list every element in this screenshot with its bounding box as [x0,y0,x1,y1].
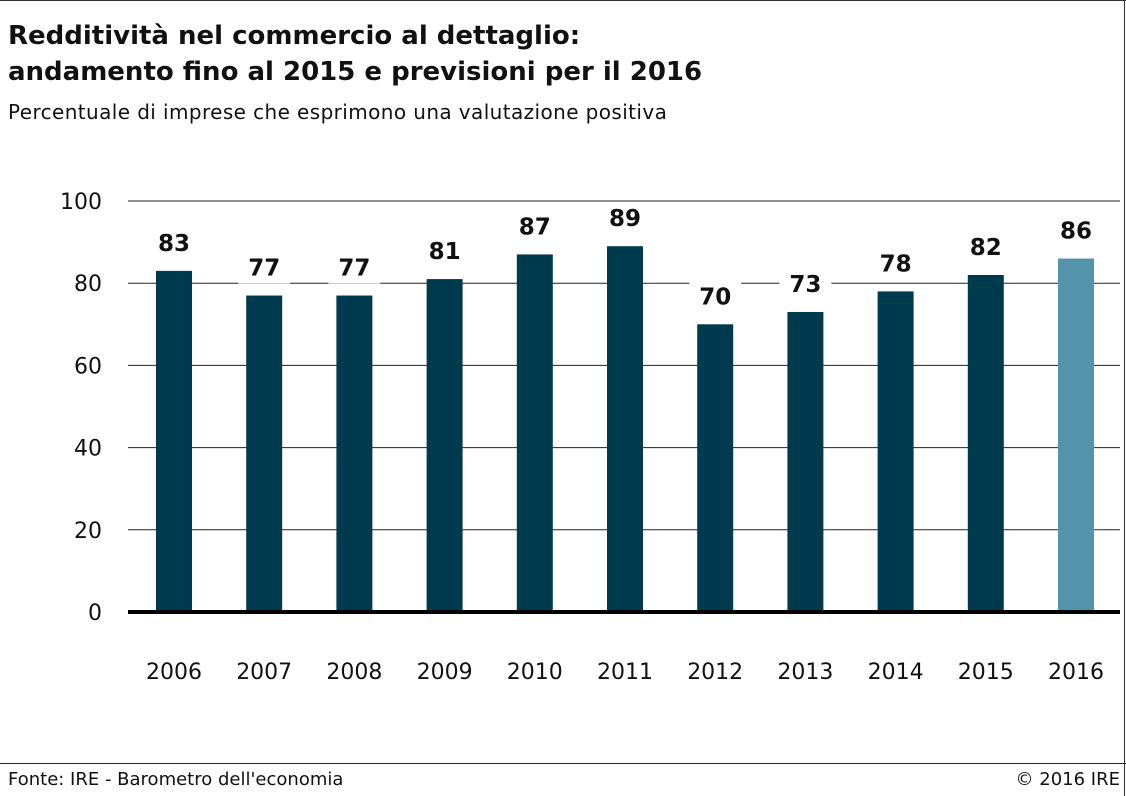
y-tick-label: 100 [60,190,102,215]
footer-divider [0,763,1126,764]
chart-title-line-2: andamento fino al 2015 e previsioni per … [8,57,703,87]
data-label-2013: 73 [789,272,821,298]
bar-2010 [516,254,553,612]
data-label-background [328,253,381,284]
data-label-2007: 77 [248,256,280,282]
chart-title-line-1: Redditività nel commercio al dettaglio: [8,21,581,51]
x-tick-label-2008: 2008 [326,660,382,685]
data-label-background [148,228,200,259]
data-label-2009: 81 [429,239,461,265]
data-label-background [599,204,651,235]
data-label-2012: 70 [699,284,731,310]
frame-right-border [1124,0,1125,796]
x-tick-label-2009: 2009 [417,660,473,685]
bar-2012 [697,324,734,612]
bar-2011 [607,246,643,612]
data-label-2014: 78 [880,251,912,277]
x-tick-label-2016: 2016 [1048,660,1104,685]
data-label-2011: 89 [609,206,641,232]
x-tick-label-2012: 2012 [687,660,743,685]
data-label-2010: 87 [519,214,551,240]
y-tick-label: 0 [88,601,102,626]
data-label-2006: 83 [158,231,190,257]
bar-2014 [877,291,914,612]
bars [156,246,1094,612]
bar-2016 [1058,258,1094,612]
x-tick-label-2007: 2007 [236,660,292,685]
data-label-background [508,212,561,243]
x-tick-label-2014: 2014 [868,660,924,685]
y-tick-label: 40 [74,437,102,462]
bar-2007 [246,295,283,612]
y-tick-label: 20 [74,519,102,544]
source-note: Fonte: IRE - Barometro dell'economia [8,769,344,790]
data-label-2008: 77 [338,256,370,282]
y-tick-label: 60 [74,354,102,379]
bar-2009 [426,279,463,612]
x-tick-label-2015: 2015 [958,660,1014,685]
chart-title: Redditività nel commercio al dettaglio: … [8,18,1108,90]
x-tick-label-2011: 2011 [597,660,653,685]
data-label-background [689,282,742,313]
x-tick-label-2006: 2006 [146,660,202,685]
copyright-note: © 2016 IRE [1015,769,1120,790]
data-labels: 83 77 77 81 87 89 70 73 78 82 86 [148,204,1102,313]
data-label-background [869,249,922,280]
data-label-background [779,269,832,300]
data-label-background [418,237,471,268]
chart-subtitle: Percentuale di imprese che esprimono una… [8,100,668,124]
bar-chart: 0 20 40 60 80 100 2006 2007 2008 2009 2010 2011 2012… [60,190,1120,685]
x-tick-label-2013: 2013 [777,660,833,685]
bar-2015 [967,274,1004,612]
bar-2013 [787,311,824,612]
data-label-background [1050,216,1102,247]
data-label-background [959,232,1012,263]
y-tick-label: 80 [74,272,102,297]
bar-2006 [156,270,192,612]
data-label-2016: 86 [1060,219,1092,245]
x-tick-label-2010: 2010 [507,660,563,685]
frame-top-border [0,0,1126,1]
data-label-background [238,253,291,284]
bar-2008 [336,295,373,612]
axes: 0 20 40 60 80 100 2006 2007 2008 2009 2010 2011 2012… [60,190,1120,685]
data-label-2015: 82 [970,235,1002,261]
